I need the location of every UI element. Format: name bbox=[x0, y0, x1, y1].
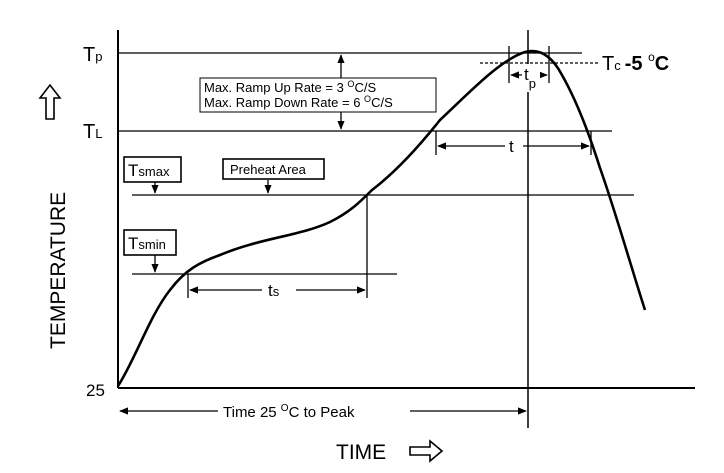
preheat-label: Preheat Area bbox=[230, 162, 307, 177]
tsmax-box bbox=[123, 156, 182, 183]
preheat-box bbox=[222, 158, 325, 180]
temperature-profile-curve bbox=[116, 49, 647, 387]
tc-label: Tc -5 oC bbox=[602, 50, 669, 75]
tsmax-label: Tsmax bbox=[128, 161, 170, 180]
t-label: t bbox=[509, 137, 514, 156]
ramp-down-text: Max. Ramp Down Rate = 6 OC/S bbox=[204, 94, 393, 110]
right-arrow-icon bbox=[409, 439, 444, 463]
ramp-up-text: Max. Ramp Up Rate = 3 OC/S bbox=[204, 79, 376, 95]
tl-label: TL bbox=[83, 121, 102, 143]
tp-label: Tp bbox=[83, 44, 102, 66]
tsmin-label: Tsmin bbox=[128, 234, 166, 253]
y-axis-title: TEMPERATURE bbox=[47, 192, 70, 349]
ramp-rate-box bbox=[199, 77, 437, 113]
up-arrow-icon bbox=[38, 83, 62, 120]
ts-label: ts bbox=[268, 281, 280, 300]
tsmin-box bbox=[123, 229, 177, 256]
x-axis-title: TIME bbox=[336, 441, 386, 464]
time-to-peak-label: Time 25 OC to Peak bbox=[223, 403, 355, 421]
origin-label: 25 bbox=[86, 381, 105, 400]
tp-time-label: tp bbox=[524, 65, 536, 91]
